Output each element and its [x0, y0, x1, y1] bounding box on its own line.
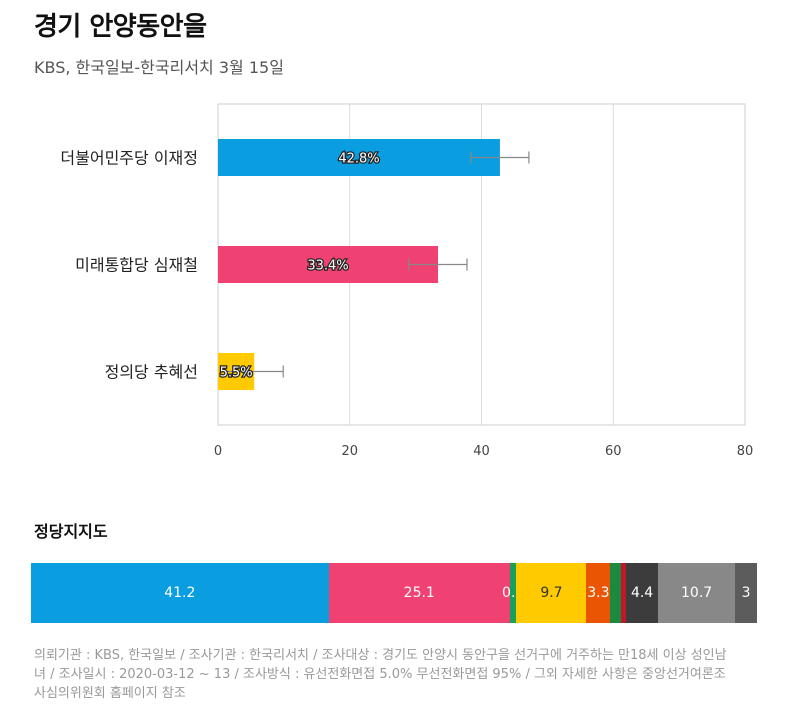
segment-label: 10.7 [681, 585, 713, 601]
x-tick-label: 60 [605, 444, 622, 459]
category-label: 미래통합당 심재철 [75, 256, 198, 275]
page-title: 경기 안양동안을 [34, 12, 207, 42]
stack-segment: 9.7 [516, 563, 587, 623]
x-tick-label: 20 [341, 444, 358, 459]
page-subtitle: KBS, 한국일보-한국리서치 3월 15일 [34, 58, 284, 77]
candidate-bar-chart: 0 20 40 60 80 더불어민주당 이재정 42.8% 미래통합당 심재철 33.4% 정의… [60, 103, 754, 459]
bar [218, 139, 500, 176]
stack-segment [610, 563, 622, 623]
data-label: 42.8% [338, 152, 379, 167]
party-support-stacked-bar: 41.2 25.1 0.9 9.7 3.3 4.4 10.7 3 [31, 563, 757, 623]
x-tick-label: 0 [214, 444, 222, 459]
category-label: 정의당 추혜선 [105, 363, 198, 382]
stack-segment: 41.2 [31, 563, 329, 623]
x-tick-label: 40 [473, 444, 490, 459]
stack-segment [621, 563, 627, 623]
segment-label: 41.2 [164, 585, 196, 601]
stack-segment: 3 [735, 563, 757, 623]
party-support-title: 정당지지도 [34, 522, 108, 541]
bar [218, 246, 439, 283]
segment-label: 4.4 [630, 585, 654, 601]
stack-segment: 10.7 [657, 563, 736, 623]
segment-label: 3.3 [587, 585, 610, 601]
stack-segment: 25.1 [328, 563, 510, 623]
segment-label: 9.7 [540, 585, 563, 601]
stack-segment: 3.3 [586, 563, 611, 623]
x-tick-label: 80 [737, 444, 754, 459]
survey-footnote: 의뢰기관 : KBS, 한국일보 / 조사기관 : 한국리서치 / 조사대상 :… [34, 648, 727, 701]
data-label: 33.4% [307, 259, 348, 274]
category-label: 더불어민주당 이재정 [60, 149, 198, 168]
data-label: 5.5% [220, 366, 253, 381]
stack-segment: 4.4 [626, 563, 658, 623]
segment-label: 25.1 [403, 585, 435, 601]
segment-label: 3 [741, 585, 751, 601]
